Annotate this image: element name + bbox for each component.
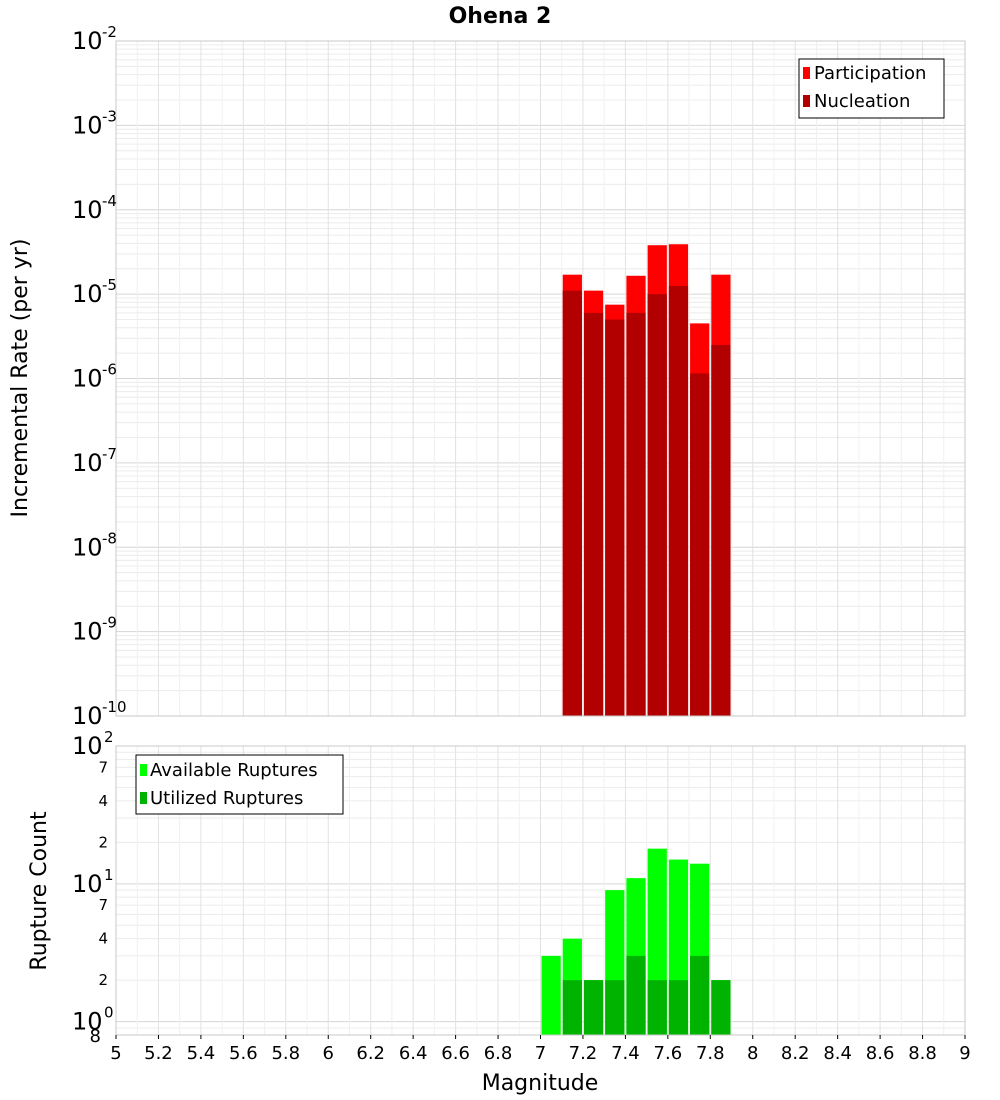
y-tick-label-base: 10 [72,732,103,760]
y-tick-label-exponent: -3 [102,107,117,125]
nucleation-bar [690,373,710,716]
x-tick-label: 7 [535,1043,546,1064]
legend-label-utilized: Utilized Ruptures [150,788,303,809]
y-tick-label-exponent: -7 [102,445,117,463]
y-tick-label-base: 10 [72,533,103,561]
nucleation-bar [668,285,689,716]
legend-swatch-utilized [140,792,147,804]
y-tick-label-base: 10 [72,196,103,224]
x-tick-label: 7.6 [654,1043,683,1064]
legend-swatch-participation [803,67,810,79]
utilized-ruptures-bar [605,980,625,1035]
x-tick-label: 5.8 [271,1043,300,1064]
nucleation-bar [711,344,731,716]
y-minor-tick-label: 4 [98,792,108,810]
x-tick-label: 8.2 [781,1043,810,1064]
nucleation-bar [562,290,582,716]
x-tick-label: 8.6 [866,1043,895,1064]
utilized-ruptures-bar [668,980,689,1035]
y-tick-label-base: 10 [72,1008,103,1036]
utilized-ruptures-bar [690,955,710,1035]
x-tick-label: 5 [110,1043,121,1064]
x-axis-ticks: 5 5.2 5.4 5.6 5.8 6 6.2 6.4 6.6 6.8 7 7.2 7.4 7.6 7.8 8… [110,1035,971,1064]
y-tick-label-base: 10 [72,280,103,308]
x-tick-label: 5.4 [187,1043,216,1064]
x-tick-label: 5.6 [229,1043,258,1064]
utilized-ruptures-bar [583,980,604,1035]
x-tick-label: 7.8 [696,1043,725,1064]
legend-label-participation: Participation [814,63,926,84]
y-tick-label-exponent: -10 [102,698,127,716]
y-tick-label-exponent: 0 [104,1004,114,1022]
y-tick-label-base: 10 [72,449,103,477]
available-ruptures-bar [541,955,561,1035]
y-minor-tick-label: 2 [98,833,108,851]
y-tick-label-exponent: -6 [102,361,117,379]
y-tick-label-base: 10 [72,27,103,55]
utilized-ruptures-bar [647,980,667,1035]
x-tick-label: 8 [747,1043,758,1064]
y-tick-label-base: 10 [72,365,103,393]
rate-y-axis-label: Incremental Rate (per yr) [8,239,33,518]
y-minor-tick-label: 4 [98,930,108,948]
nucleation-bar [583,312,604,716]
y-minor-tick-label: 7 [98,896,108,914]
y-tick-label-base: 10 [72,870,103,898]
rate-legend: Participation Nucleation [798,58,945,119]
x-tick-label: 7.2 [569,1043,598,1064]
y-minor-tick-label: 2 [98,971,108,989]
x-tick-label: 5.2 [144,1043,173,1064]
y-tick-label-exponent: -8 [102,529,117,547]
x-tick-label: 7.4 [611,1043,640,1064]
utilized-ruptures-bar [711,980,731,1035]
y-tick-label-base: 10 [72,618,103,646]
utilized-ruptures-bar [562,980,582,1035]
y-tick-label-exponent: 2 [104,728,114,746]
x-axis-label: Magnitude [482,1071,599,1096]
count-legend: Available Ruptures Utilized Ruptures [135,754,344,815]
legend-swatch-nucleation [803,95,810,107]
rate-bars [562,244,731,717]
nucleation-bar [647,294,667,716]
x-tick-label: 6.6 [441,1043,470,1064]
utilized-ruptures-bar [626,955,646,1035]
nucleation-bar [605,319,625,716]
x-tick-label: 9 [959,1043,970,1064]
y-tick-label-exponent: 1 [104,866,114,884]
count-bars [541,848,731,1035]
legend-swatch-available [140,764,147,776]
nucleation-bar [626,312,646,716]
x-tick-label: 6.4 [399,1043,428,1064]
x-tick-label: 8.4 [823,1043,852,1064]
rate-plot-border [115,40,966,717]
legend-label-nucleation: Nucleation [814,91,910,112]
y-tick-label-exponent: -5 [102,276,117,294]
y-tick-label-exponent: -2 [102,23,117,41]
count-y-axis-label: Rupture Count [27,811,52,971]
y-tick-label-base: 10 [72,111,103,139]
y-minor-tick-label: 8 [90,1026,101,1047]
x-tick-label: 6 [323,1043,334,1064]
y-minor-tick-label: 7 [98,758,108,776]
x-tick-label: 6.8 [484,1043,513,1064]
rate-grid [115,41,966,717]
x-tick-label: 6.2 [356,1043,385,1064]
x-tick-label: 8.8 [908,1043,937,1064]
y-tick-label-exponent: -4 [102,192,117,210]
y-tick-label-base: 10 [72,702,103,730]
legend-label-available: Available Ruptures [150,760,318,781]
y-tick-label-exponent: -9 [102,614,117,632]
chart-title: Ohena 2 [449,4,552,29]
